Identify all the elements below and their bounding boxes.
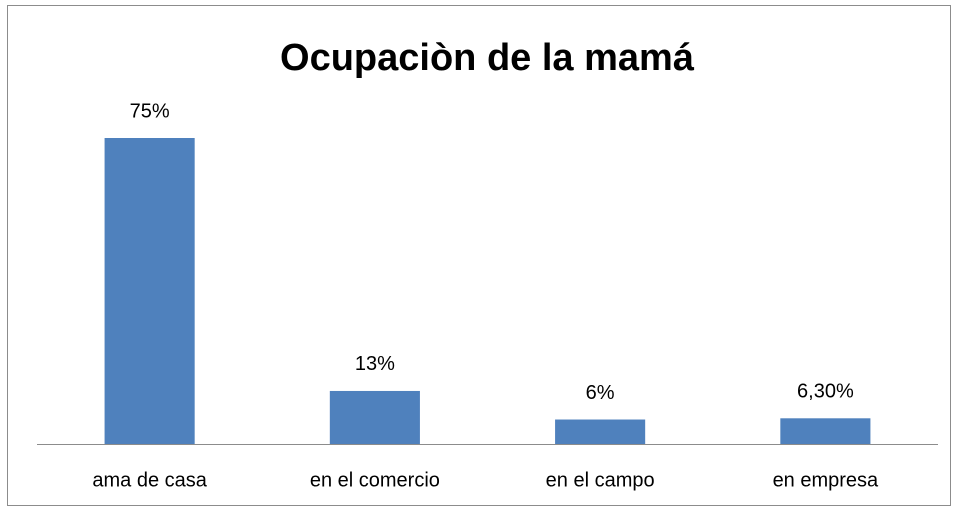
bar [329, 390, 420, 444]
bar [555, 419, 646, 444]
data-label: 6,30% [797, 381, 854, 403]
x-tick-label: ama de casa [92, 469, 207, 491]
chart-title: Ocupaciòn de la mamá [280, 37, 695, 79]
x-tick-label: en el comercio [310, 469, 440, 491]
data-label: 75% [130, 100, 170, 122]
x-tick-label: en el campo [546, 469, 655, 491]
bar [780, 418, 871, 444]
data-label: 6% [586, 382, 615, 404]
bar [104, 138, 195, 444]
x-tick-label: en empresa [773, 469, 879, 491]
data-label: 13% [355, 353, 395, 375]
